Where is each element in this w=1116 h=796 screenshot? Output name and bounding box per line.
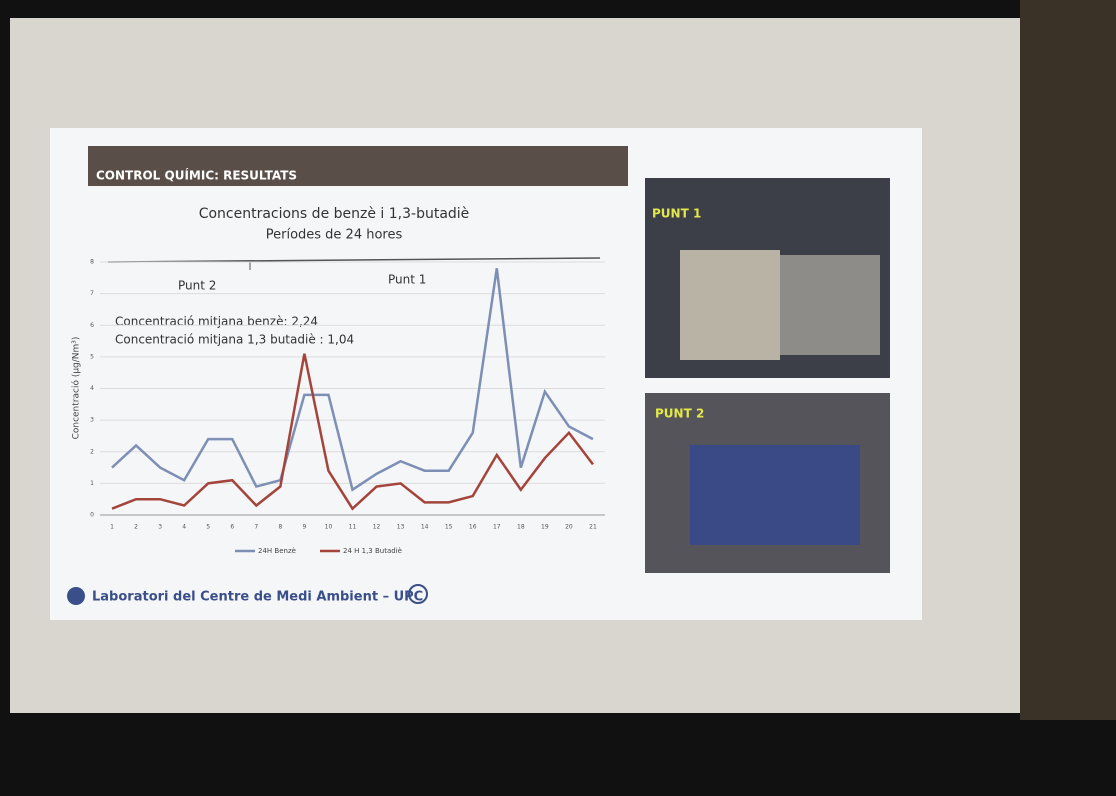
logo (67, 587, 85, 605)
y-tick-label: 6 (90, 322, 94, 329)
x-tick-label: 16 (469, 524, 477, 531)
footer: Laboratori del Centre de Medi Ambient – … (92, 590, 423, 605)
page: CONTROL QUÍMIC: RESULTATS Concentracions… (0, 0, 1116, 796)
x-tick-label: 5 (206, 524, 210, 531)
x-tick-label: 4 (182, 524, 186, 531)
annotation: Punt 2 (178, 279, 216, 293)
x-tick-label: 15 (445, 524, 453, 531)
x-tick-label: 10 (325, 524, 333, 531)
slide-header: CONTROL QUÍMIC: RESULTATS (96, 168, 297, 183)
x-tick-label: 1 (110, 524, 114, 531)
chart-subtitle: Períodes de 24 hores (266, 228, 403, 243)
photo-label: PUNT 2 (655, 407, 704, 421)
legend-label: 24 H 1,3 Butadiè (343, 547, 402, 555)
x-tick-label: 20 (565, 524, 573, 531)
y-tick-label: 5 (90, 353, 94, 360)
y-tick-label: 8 (90, 259, 94, 266)
annotation: Concentració mitjana 1,3 butadiè : 1,04 (115, 333, 354, 347)
photo-equipment (690, 445, 860, 545)
x-tick-label: 8 (278, 524, 282, 531)
x-tick-label: 12 (373, 524, 381, 531)
x-tick-label: 18 (517, 524, 525, 531)
x-tick-label: 17 (493, 524, 501, 531)
x-tick-label: 2 (134, 524, 138, 531)
x-tick-label: 13 (397, 524, 405, 531)
wall (1020, 0, 1116, 720)
photo-label: PUNT 1 (652, 207, 701, 221)
y-tick-label: 7 (90, 290, 94, 297)
x-tick-label: 14 (421, 524, 429, 531)
photo-equipment (780, 255, 880, 355)
x-tick-label: 6 (230, 524, 234, 531)
x-tick-label: 7 (254, 524, 258, 531)
y-tick-label: 0 (90, 512, 94, 519)
x-tick-label: 3 (158, 524, 162, 531)
legend-label: 24H Benzè (258, 547, 296, 555)
x-tick-label: 9 (302, 524, 306, 531)
y-tick-label: 3 (90, 417, 94, 424)
x-tick-label: 19 (541, 524, 549, 531)
y-tick-label: 4 (90, 385, 94, 392)
y-tick-label: 1 (90, 480, 94, 487)
photo-equipment (680, 250, 780, 360)
y-tick-label: 2 (90, 448, 94, 455)
chart-title: Concentracions de benzè i 1,3-butadiè (199, 206, 470, 222)
y-axis-label: Concentració (µg/Nm³) (71, 337, 82, 440)
annotation: Concentració mitjana benzè: 2,24 (115, 315, 318, 329)
x-tick-label: 21 (589, 524, 597, 531)
x-tick-label: 11 (349, 524, 357, 531)
annotation: Punt 1 (388, 273, 426, 287)
